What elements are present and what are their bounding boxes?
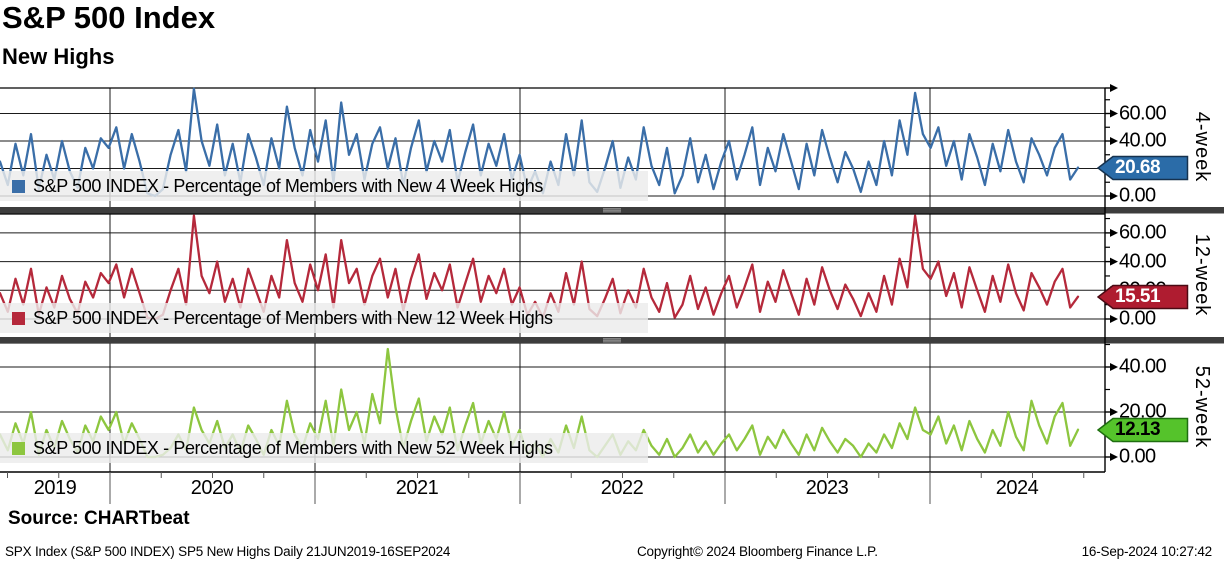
x-axis-year-label: 2024 <box>995 477 1039 499</box>
panel-separator <box>0 207 1224 214</box>
separator-grip[interactable] <box>603 208 621 213</box>
y-tick-arrow <box>1110 192 1118 200</box>
source-label: Source: CHARTbeat <box>8 508 190 529</box>
tag-value: 15.51 <box>1115 285 1161 307</box>
last-value-tag: 20.68 <box>1097 155 1189 181</box>
y-tick-label: 40.00 <box>1119 129 1167 152</box>
y-tick-label: 40.00 <box>1119 355 1167 378</box>
legend-item[interactable]: S&P 500 INDEX - Percentage of Members wi… <box>0 303 648 333</box>
tag-value: 12.13 <box>1115 418 1161 440</box>
tag-shape <box>1097 155 1189 180</box>
legend-label: S&P 500 INDEX - Percentage of Members wi… <box>33 175 543 196</box>
x-axis-year-label: 2021 <box>395 477 439 499</box>
y-tick-arrow <box>1110 137 1118 145</box>
y-tick-label: 60.00 <box>1119 102 1167 124</box>
last-value-tag: 12.13 <box>1097 417 1189 443</box>
panel-axis-title-52-week: 52-week <box>1191 365 1213 449</box>
y-tick-label: 60.00 <box>1119 221 1167 244</box>
legend-item[interactable]: S&P 500 INDEX - Percentage of Members wi… <box>0 171 648 201</box>
y-tick-arrow <box>1110 109 1118 118</box>
y-tick-label: 20.00 <box>1119 400 1167 423</box>
tag-value: 20.68 <box>1115 156 1161 178</box>
panel-axis-title-12-week: 12-week <box>1191 233 1213 317</box>
y-tick-arrow <box>1110 84 1118 92</box>
x-axis-year-label: 2023 <box>805 477 849 499</box>
y-tick-arrow <box>1110 315 1118 323</box>
tag-shape <box>1097 417 1189 442</box>
y-tick-arrow <box>1110 453 1118 461</box>
legend-label: S&P 500 INDEX - Percentage of Members wi… <box>33 437 553 458</box>
y-tick-arrow <box>1110 228 1118 237</box>
y-tick-label: 0.00 <box>1119 184 1156 207</box>
last-value-tag: 15.51 <box>1097 284 1189 310</box>
page-title: S&P 500 Index <box>2 0 216 35</box>
y-tick-arrow <box>1110 257 1118 266</box>
y-tick-label: 0.00 <box>1119 307 1156 330</box>
y-tick-label: 40.00 <box>1119 250 1167 273</box>
footer-timestamp: 16-Sep-2024 10:27:42 <box>1081 544 1213 559</box>
x-axis-year-label: 2020 <box>190 477 234 499</box>
footer-copyright: Copyright© 2024 Bloomberg Finance L.P. <box>637 544 878 559</box>
separator-grip[interactable] <box>603 338 621 343</box>
x-axis-year-label: 2022 <box>600 477 644 499</box>
y-tick-arrow <box>1110 408 1118 416</box>
footer-ticker-info: SPX Index (S&P 500 INDEX) SP5 New Highs … <box>5 544 451 559</box>
legend-item[interactable]: S&P 500 INDEX - Percentage of Members wi… <box>0 433 648 463</box>
y-tick-label: 0.00 <box>1119 445 1156 468</box>
panel-axis-title-4-week: 4-week <box>1191 111 1213 183</box>
page-subtitle: New Highs <box>2 44 115 69</box>
panel-separator <box>0 337 1224 344</box>
y-tick-arrow <box>1110 363 1118 371</box>
x-axis-year-label: 2019 <box>33 477 77 499</box>
legend-swatch-icon <box>12 311 25 325</box>
legend-swatch-icon <box>12 179 25 193</box>
legend-label: S&P 500 INDEX - Percentage of Members wi… <box>33 307 553 328</box>
legend-swatch-icon <box>12 441 25 455</box>
